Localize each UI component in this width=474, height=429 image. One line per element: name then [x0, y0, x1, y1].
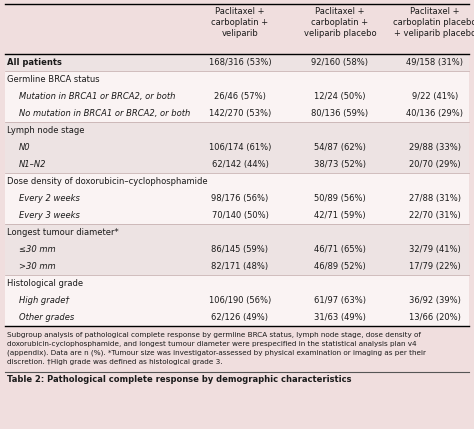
Text: 61/97 (63%): 61/97 (63%) — [314, 296, 366, 305]
Text: 70/140 (50%): 70/140 (50%) — [211, 211, 268, 220]
Bar — [5, 71, 469, 88]
Text: No mutation in BRCA1 or BRCA2, or both: No mutation in BRCA1 or BRCA2, or both — [19, 109, 190, 118]
Text: 168/316 (53%): 168/316 (53%) — [209, 58, 271, 67]
Text: 12/24 (50%): 12/24 (50%) — [314, 92, 366, 101]
Bar — [5, 207, 469, 224]
Text: Germline BRCA status: Germline BRCA status — [7, 75, 100, 84]
Text: Other grades: Other grades — [19, 313, 74, 322]
Text: Histological grade: Histological grade — [7, 279, 83, 288]
Text: 50/89 (56%): 50/89 (56%) — [314, 194, 366, 203]
Text: doxorubicin-cyclophosphamide, and longest tumour diameter were prespecified in t: doxorubicin-cyclophosphamide, and longes… — [7, 341, 417, 347]
Text: 80/136 (59%): 80/136 (59%) — [311, 109, 369, 118]
Text: High grade†: High grade† — [19, 296, 70, 305]
Text: 22/70 (31%): 22/70 (31%) — [409, 211, 461, 220]
Bar — [5, 275, 469, 292]
Bar — [5, 139, 469, 156]
Bar — [5, 122, 469, 139]
Text: 82/171 (48%): 82/171 (48%) — [211, 262, 269, 271]
Text: 92/160 (58%): 92/160 (58%) — [311, 58, 368, 67]
Text: 31/63 (49%): 31/63 (49%) — [314, 313, 366, 322]
Text: N1–N2: N1–N2 — [19, 160, 46, 169]
Text: 86/145 (59%): 86/145 (59%) — [211, 245, 268, 254]
Text: 40/136 (29%): 40/136 (29%) — [407, 109, 464, 118]
Text: Mutation in BRCA1 or BRCA2, or both: Mutation in BRCA1 or BRCA2, or both — [19, 92, 175, 101]
Text: Every 2 weeks: Every 2 weeks — [19, 194, 80, 203]
Bar — [5, 224, 469, 241]
Text: Subgroup analysis of pathological complete response by germline BRCA status, lym: Subgroup analysis of pathological comple… — [7, 332, 421, 338]
Text: 26/46 (57%): 26/46 (57%) — [214, 92, 266, 101]
Text: Longest tumour diameter*: Longest tumour diameter* — [7, 228, 119, 237]
Text: Paclitaxel +
carboplatin +
veliparib placebo: Paclitaxel + carboplatin + veliparib pla… — [304, 7, 376, 38]
Bar — [5, 190, 469, 207]
Text: 27/88 (31%): 27/88 (31%) — [409, 194, 461, 203]
Text: 49/158 (31%): 49/158 (31%) — [407, 58, 464, 67]
Text: 32/79 (41%): 32/79 (41%) — [409, 245, 461, 254]
Text: Dose density of doxorubicin–cyclophosphamide: Dose density of doxorubicin–cyclophospha… — [7, 177, 208, 186]
Text: 29/88 (33%): 29/88 (33%) — [409, 143, 461, 152]
Text: 20/70 (29%): 20/70 (29%) — [409, 160, 461, 169]
Text: 46/89 (52%): 46/89 (52%) — [314, 262, 366, 271]
Text: (appendix). Data are n (%). *Tumour size was investigator-assessed by physical e: (appendix). Data are n (%). *Tumour size… — [7, 350, 426, 356]
Text: Lymph node stage: Lymph node stage — [7, 126, 84, 135]
Bar — [5, 173, 469, 190]
Text: discretion. †High grade was defined as histological grade 3.: discretion. †High grade was defined as h… — [7, 359, 222, 365]
Text: 142/270 (53%): 142/270 (53%) — [209, 109, 271, 118]
Bar — [5, 156, 469, 173]
Text: N0: N0 — [19, 143, 31, 152]
Text: 46/71 (65%): 46/71 (65%) — [314, 245, 366, 254]
Bar — [5, 4, 469, 54]
Bar — [5, 54, 469, 71]
Text: 9/22 (41%): 9/22 (41%) — [412, 92, 458, 101]
Text: All patients: All patients — [7, 58, 62, 67]
Text: 106/174 (61%): 106/174 (61%) — [209, 143, 271, 152]
Text: 42/71 (59%): 42/71 (59%) — [314, 211, 366, 220]
Text: 62/142 (44%): 62/142 (44%) — [211, 160, 268, 169]
Bar — [5, 258, 469, 275]
Text: Every 3 weeks: Every 3 weeks — [19, 211, 80, 220]
Text: 106/190 (56%): 106/190 (56%) — [209, 296, 271, 305]
Text: 17/79 (22%): 17/79 (22%) — [409, 262, 461, 271]
Text: 13/66 (20%): 13/66 (20%) — [409, 313, 461, 322]
Bar — [5, 292, 469, 309]
Text: Table 2: Pathological complete response by demographic characteristics: Table 2: Pathological complete response … — [7, 375, 352, 384]
Text: 54/87 (62%): 54/87 (62%) — [314, 143, 366, 152]
Text: ≤30 mm: ≤30 mm — [19, 245, 55, 254]
Text: Paclitaxel +
carboplatin +
veliparib: Paclitaxel + carboplatin + veliparib — [211, 7, 269, 38]
Bar — [5, 105, 469, 122]
Bar — [5, 309, 469, 326]
Bar — [5, 88, 469, 105]
Text: 62/126 (49%): 62/126 (49%) — [211, 313, 268, 322]
Text: 36/92 (39%): 36/92 (39%) — [409, 296, 461, 305]
Bar — [5, 241, 469, 258]
Text: 98/176 (56%): 98/176 (56%) — [211, 194, 269, 203]
Text: 38/73 (52%): 38/73 (52%) — [314, 160, 366, 169]
Text: Paclitaxel +
carboplatin placebo
+ veliparib placebo: Paclitaxel + carboplatin placebo + velip… — [393, 7, 474, 38]
Text: >30 mm: >30 mm — [19, 262, 55, 271]
